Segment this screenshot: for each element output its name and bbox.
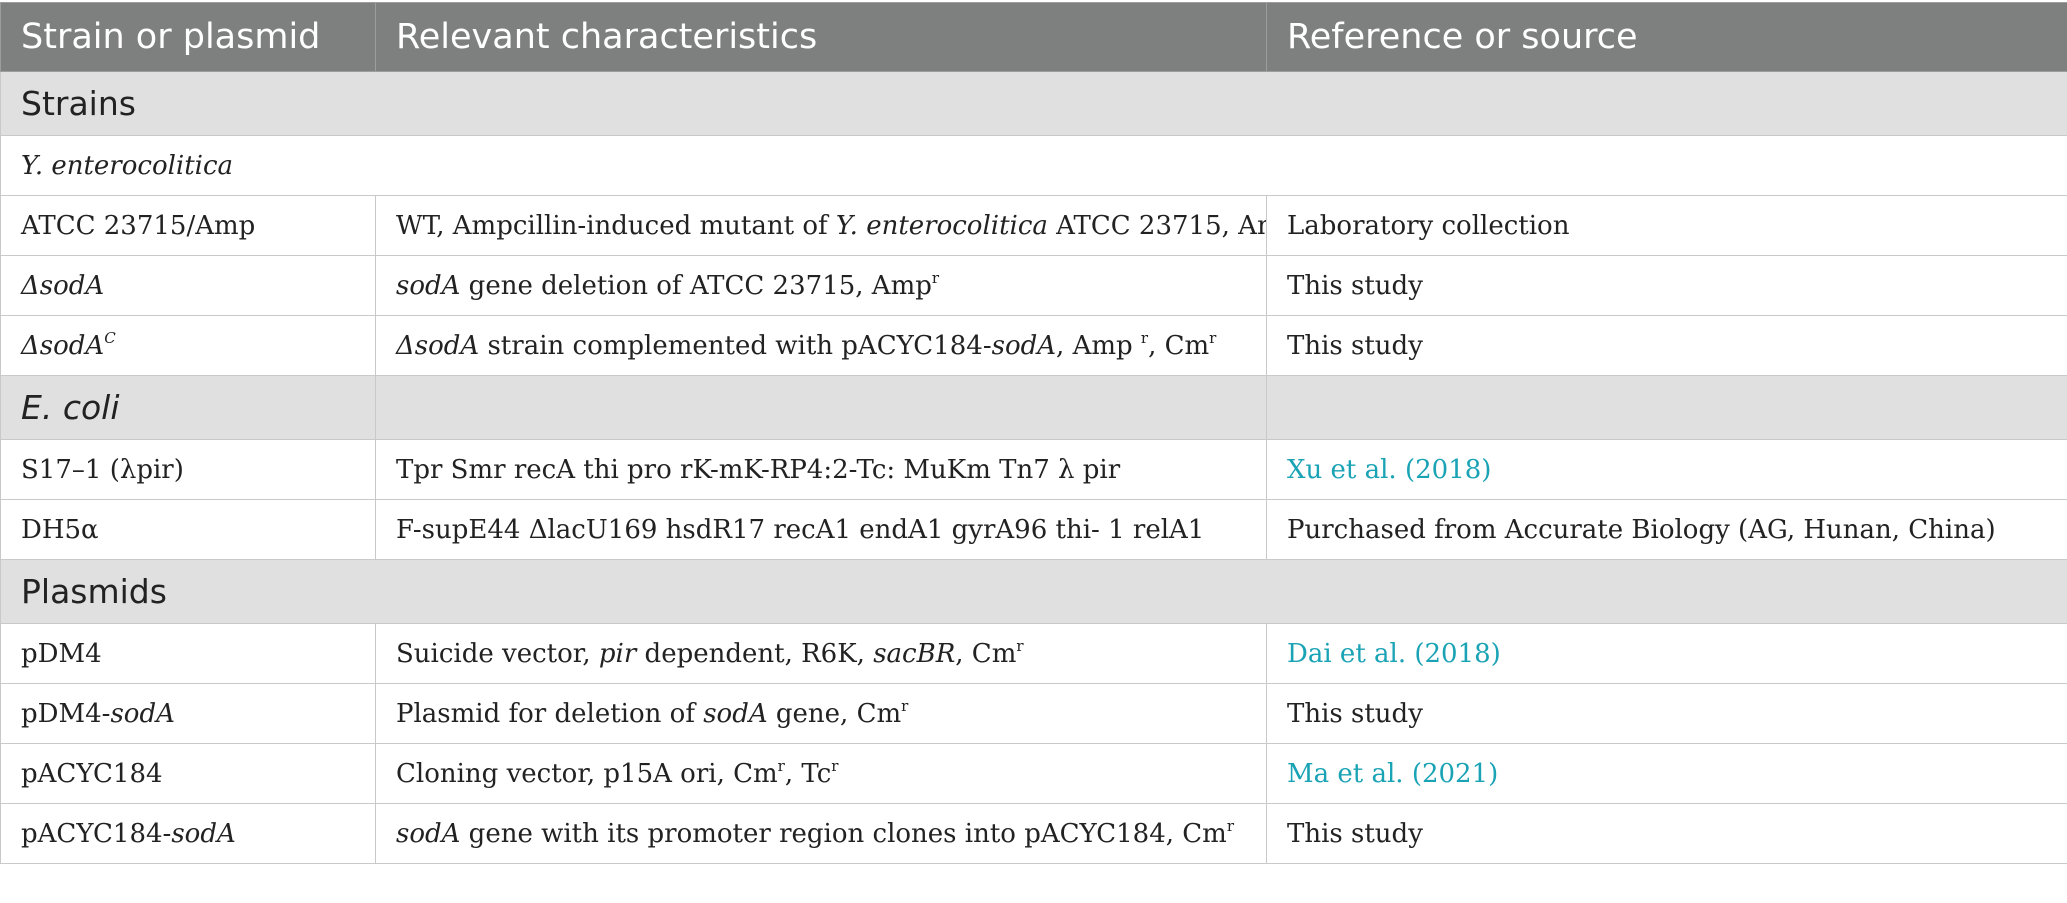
table-row: pDM4-sodA Plasmid for deletion of sodA g… [0,683,2067,744]
reference-link[interactable]: Ma et al. (2021) [1287,758,1499,789]
characteristics-cell: Cloning vector, p15A ori, Cmr, Tcr [375,743,1267,804]
plasmid-name-cell: pDM4 [0,623,376,684]
reference-cell: This study [1266,683,2067,744]
table-row: DH5α F-supE44 ΔlacU169 hsdR17 recA1 endA… [0,499,2067,560]
table-row: ΔsodAC ΔsodA strain complemented with pA… [0,315,2067,376]
characteristics-cell: sodA gene deletion of ATCC 23715, Ampr [375,255,1267,316]
section-row-e-coli: E. coli [0,375,2067,440]
characteristics-cell: Tpr Smr recA thi pro rK-mK-RP4:2-Tc: MuK… [375,439,1267,500]
reference-cell: Purchased from Accurate Biology (AG, Hun… [1266,499,2067,560]
strain-name-cell: DH5α [0,499,376,560]
section-empty-cell [1266,375,2067,440]
characteristics-cell: ΔsodA strain complemented with pACYC184-… [375,315,1267,376]
section-row-strains: Strains [0,71,2067,136]
reference-link-cell: Xu et al. (2018) [1266,439,2067,500]
table-row: ATCC 23715/Amp WT, Ampcillin-induced mut… [0,195,2067,256]
reference-cell: This study [1266,255,2067,316]
header-strain-or-plasmid: Strain or plasmid [0,2,376,72]
table-row: pACYC184 Cloning vector, p15A ori, Cmr, … [0,743,2067,804]
characteristics-cell: F-supE44 ΔlacU169 hsdR17 recA1 endA1 gyr… [375,499,1267,560]
header-reference-or-source: Reference or source [1266,2,2067,72]
header-relevant-characteristics: Relevant characteristics [375,2,1267,72]
characteristics-cell: Suicide vector, pir dependent, R6K, sacB… [375,623,1267,684]
reference-cell: This study [1266,803,2067,864]
strain-name-cell: S17–1 (λpir) [0,439,376,500]
header-row: Strain or plasmid Relevant characteristi… [0,2,2067,72]
strains-plasmids-table: Strain or plasmid Relevant characteristi… [0,2,2067,864]
section-row-plasmids: Plasmids [0,559,2067,624]
reference-link[interactable]: Dai et al. (2018) [1287,638,1501,669]
reference-cell: Laboratory collection [1266,195,2067,256]
characteristics-cell: WT, Ampcillin-induced mutant of Y. enter… [375,195,1267,256]
plasmid-name-cell: pDM4-sodA [0,683,376,744]
reference-link-cell: Ma et al. (2021) [1266,743,2067,804]
reference-link[interactable]: Xu et al. (2018) [1287,454,1492,485]
characteristics-cell: sodA gene with its promoter region clone… [375,803,1267,864]
strain-name-cell: ΔsodAC [0,315,376,376]
strain-name-cell: ΔsodA [0,255,376,316]
characteristics-cell: Plasmid for deletion of sodA gene, Cmr [375,683,1267,744]
reference-link-cell: Dai et al. (2018) [1266,623,2067,684]
table-row: ΔsodA sodA gene deletion of ATCC 23715, … [0,255,2067,316]
plasmid-name-cell: pACYC184 [0,743,376,804]
section-title-strains: Strains [0,71,2067,136]
plasmid-name-cell: pACYC184-sodA [0,803,376,864]
table-row: S17–1 (λpir) Tpr Smr recA thi pro rK-mK-… [0,439,2067,500]
table-row: pACYC184-sodA sodA gene with its promote… [0,803,2067,864]
strain-name-cell: ATCC 23715/Amp [0,195,376,256]
genus-row-y-enterocolitica: Y. enterocolitica [0,135,2067,196]
reference-cell: This study [1266,315,2067,376]
section-empty-cell [375,375,1267,440]
section-title-plasmids: Plasmids [0,559,2067,624]
table-row: pDM4 Suicide vector, pir dependent, R6K,… [0,623,2067,684]
genus-label-y-enterocolitica: Y. enterocolitica [0,135,2067,196]
section-title-e-coli: E. coli [0,375,376,440]
